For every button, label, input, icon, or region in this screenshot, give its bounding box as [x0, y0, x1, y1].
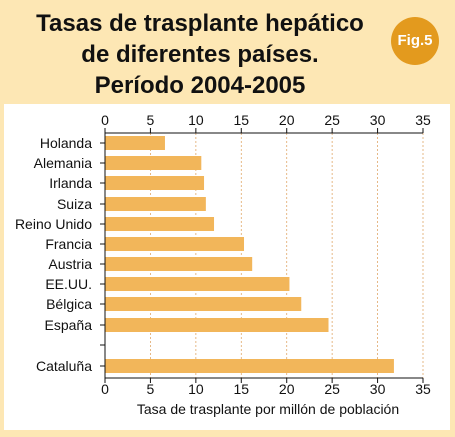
title-line-2: de diferentes países.: [81, 41, 319, 68]
bottom-tick-label-5: 5: [147, 381, 155, 397]
bar-alemania: [105, 156, 202, 170]
bar-francia: [105, 237, 245, 251]
bar-holanda: [105, 136, 165, 150]
top-tick-label-5: 5: [147, 112, 155, 128]
bottom-tick-label-35: 35: [415, 381, 431, 397]
bottom-tick-label-25: 25: [324, 381, 340, 397]
bar-irlanda: [105, 176, 205, 190]
category-label-irlanda: Irlanda: [49, 175, 92, 191]
category-label-b-lgica: Bélgica: [46, 296, 92, 312]
bar-austria: [105, 257, 253, 271]
bottom-tick-label-0: 0: [101, 381, 109, 397]
category-label-catalu-a: Cataluña: [36, 358, 92, 374]
chart-title: Tasas de trasplante hepático de diferent…: [0, 8, 400, 101]
category-label-suiza: Suiza: [57, 196, 92, 212]
bottom-tick-label-30: 30: [370, 381, 386, 397]
top-tick-label-25: 25: [324, 112, 340, 128]
category-label-francia: Francia: [45, 236, 92, 252]
title-line-1: Tasas de trasplante hepático: [36, 10, 364, 37]
bottom-tick-label-15: 15: [233, 381, 249, 397]
bar-suiza: [105, 197, 206, 211]
top-tick-label-15: 15: [233, 112, 249, 128]
top-tick-label-0: 0: [101, 112, 109, 128]
top-tick-label-30: 30: [370, 112, 386, 128]
title-line-3: Período 2004-2005: [94, 72, 306, 99]
top-tick-label-10: 10: [188, 112, 204, 128]
bar-espa-a: [105, 318, 329, 332]
category-label-reino-unido: Reino Unido: [15, 216, 92, 232]
bar-catalu-a: [105, 359, 394, 373]
bar-b-lgica: [105, 297, 302, 311]
bottom-tick-label-10: 10: [188, 381, 204, 397]
category-label-espa-a: España: [45, 317, 93, 333]
bar-ee-uu-: [105, 277, 290, 291]
category-label-austria: Austria: [48, 256, 92, 272]
figure-number-badge: Fig.5: [391, 17, 439, 65]
category-label-holanda: Holanda: [40, 135, 92, 151]
x-axis-title: Tasa de trasplante por millón de poblaci…: [137, 401, 399, 417]
top-tick-label-35: 35: [415, 112, 431, 128]
bottom-tick-label-20: 20: [279, 381, 295, 397]
category-label-alemania: Alemania: [34, 155, 93, 171]
category-label-ee-uu-: EE.UU.: [45, 276, 92, 292]
bar-reino-unido: [105, 217, 215, 231]
top-tick-label-20: 20: [279, 112, 295, 128]
